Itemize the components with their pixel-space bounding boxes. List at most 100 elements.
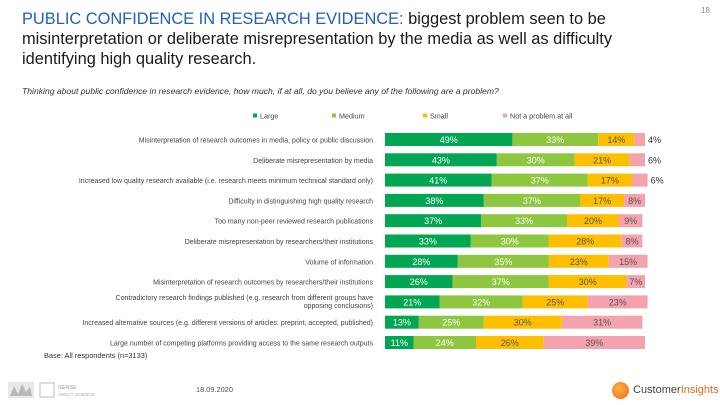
bar-segment: [548, 234, 622, 248]
data-label: 30%: [527, 155, 545, 165]
data-label: 37%: [492, 277, 510, 287]
sense-about-science-logo: SENSE ABOUT SCIENCE: [8, 382, 95, 398]
bar-segment: [522, 295, 588, 309]
data-label: 17%: [601, 176, 619, 186]
bar-segment: [385, 295, 440, 309]
data-label: 17%: [593, 196, 611, 206]
data-label: 21%: [403, 297, 421, 307]
bar-segment: [452, 275, 549, 289]
legend-label-1: Medium: [339, 112, 365, 121]
data-label: 4%: [648, 135, 661, 145]
bar-segment: [385, 133, 513, 146]
data-label: 8%: [625, 237, 638, 247]
bar-segment: [632, 173, 648, 187]
data-label: 32%: [472, 297, 490, 307]
data-label: 23%: [609, 297, 627, 307]
bar-segment: [580, 193, 625, 207]
bar-segment: [587, 173, 632, 187]
bar-segment: [634, 133, 645, 146]
data-label: 33%: [546, 135, 564, 145]
legend-label-3: Not a problem at all: [510, 112, 573, 121]
bar-segment: [385, 214, 482, 228]
customer-insights-logo: CustomerInsights: [612, 379, 719, 401]
bar-segment: [567, 214, 619, 228]
bar-segment: [481, 214, 567, 228]
data-label: 28%: [412, 257, 430, 267]
data-label: 20%: [584, 216, 602, 226]
data-label: 25%: [546, 297, 564, 307]
legend-swatch-2: [423, 113, 427, 118]
bar-segment: [608, 254, 648, 268]
bar-segment: [483, 193, 580, 207]
bar-segment: [491, 173, 588, 187]
bar-segment: [413, 336, 476, 349]
data-label: 30%: [501, 237, 519, 247]
bar-segment: [385, 234, 471, 248]
slide-title-lead: PUBLIC CONFIDENCE IN RESEARCH EVIDENCE:: [22, 10, 404, 28]
slide-number: 18: [701, 6, 710, 15]
data-label: 30%: [514, 318, 532, 328]
bar-segment: [619, 214, 643, 228]
legend-label-2: Small: [430, 112, 448, 121]
bar-segment: [385, 254, 458, 268]
bar-segment: [496, 153, 575, 167]
bar-segment: [548, 254, 609, 268]
category-label: Misinterpretation of research outcomes b…: [153, 280, 373, 287]
logo-left-line2: ABOUT SCIENCE: [58, 392, 95, 397]
bar-segment: [548, 275, 627, 289]
legend-swatch-0: [253, 113, 257, 118]
data-label: 6%: [648, 155, 661, 165]
data-label: 7%: [629, 277, 642, 287]
data-label: 31%: [593, 318, 611, 328]
bar-segment: [626, 275, 645, 289]
bar-segment: [385, 153, 497, 167]
data-label: 26%: [410, 277, 428, 287]
bar-segment: [574, 153, 630, 167]
slide-title: PUBLIC CONFIDENCE IN RESEARCH EVIDENCE: …: [22, 9, 682, 69]
bar-segment: [457, 254, 549, 268]
data-label: 14%: [607, 135, 625, 145]
bar-segment: [624, 193, 645, 207]
data-label: 38%: [425, 196, 443, 206]
data-label: 49%: [440, 135, 458, 145]
bar-segment: [621, 234, 643, 248]
data-label: 26%: [501, 338, 519, 348]
bar-segment: [598, 133, 635, 146]
customer-insights-logo-text: CustomerInsights: [633, 384, 719, 396]
bar-segment: [512, 133, 599, 146]
data-label: 21%: [593, 155, 611, 165]
data-label: 30%: [579, 277, 597, 287]
data-label: 28%: [576, 237, 594, 247]
bar-segment: [476, 336, 544, 349]
data-label: 37%: [531, 176, 549, 186]
bar-segment: [543, 336, 645, 349]
bar-segment: [385, 336, 414, 349]
data-label: 41%: [429, 176, 447, 186]
bar-segment: [385, 193, 484, 207]
slide-title-rest: biggest problem seen to be misinterpreta…: [22, 10, 613, 68]
data-label: 43%: [432, 155, 450, 165]
bar-segment: [470, 234, 549, 248]
data-label: 8%: [628, 196, 641, 206]
data-label: 37%: [424, 216, 442, 226]
data-label: 15%: [619, 257, 637, 267]
category-label: Deliberate misrepresentation by research…: [185, 239, 374, 246]
data-label: 25%: [442, 318, 460, 328]
logo-left-line1: SENSE: [58, 385, 77, 391]
category-label: Contradictory research findings publishe…: [116, 295, 374, 310]
legend-swatch-3: [503, 113, 507, 118]
category-label: Increased alternative sources (e.g. diff…: [82, 320, 373, 327]
data-label: 9%: [624, 216, 637, 226]
category-label: Misinterpretation of research outcomes i…: [139, 138, 373, 145]
data-label: 33%: [515, 216, 533, 226]
customer-insights-logo-icon: [612, 381, 629, 399]
data-label: 6%: [651, 176, 664, 186]
survey-question: Thinking about public confidence in rese…: [22, 86, 499, 96]
category-label: Increased low quality research available…: [79, 178, 373, 185]
bar-segment: [385, 173, 492, 187]
bar-segment: [561, 315, 643, 329]
base-note: Base: All respondents (n=3133): [44, 351, 148, 360]
data-label: 35%: [494, 257, 512, 267]
